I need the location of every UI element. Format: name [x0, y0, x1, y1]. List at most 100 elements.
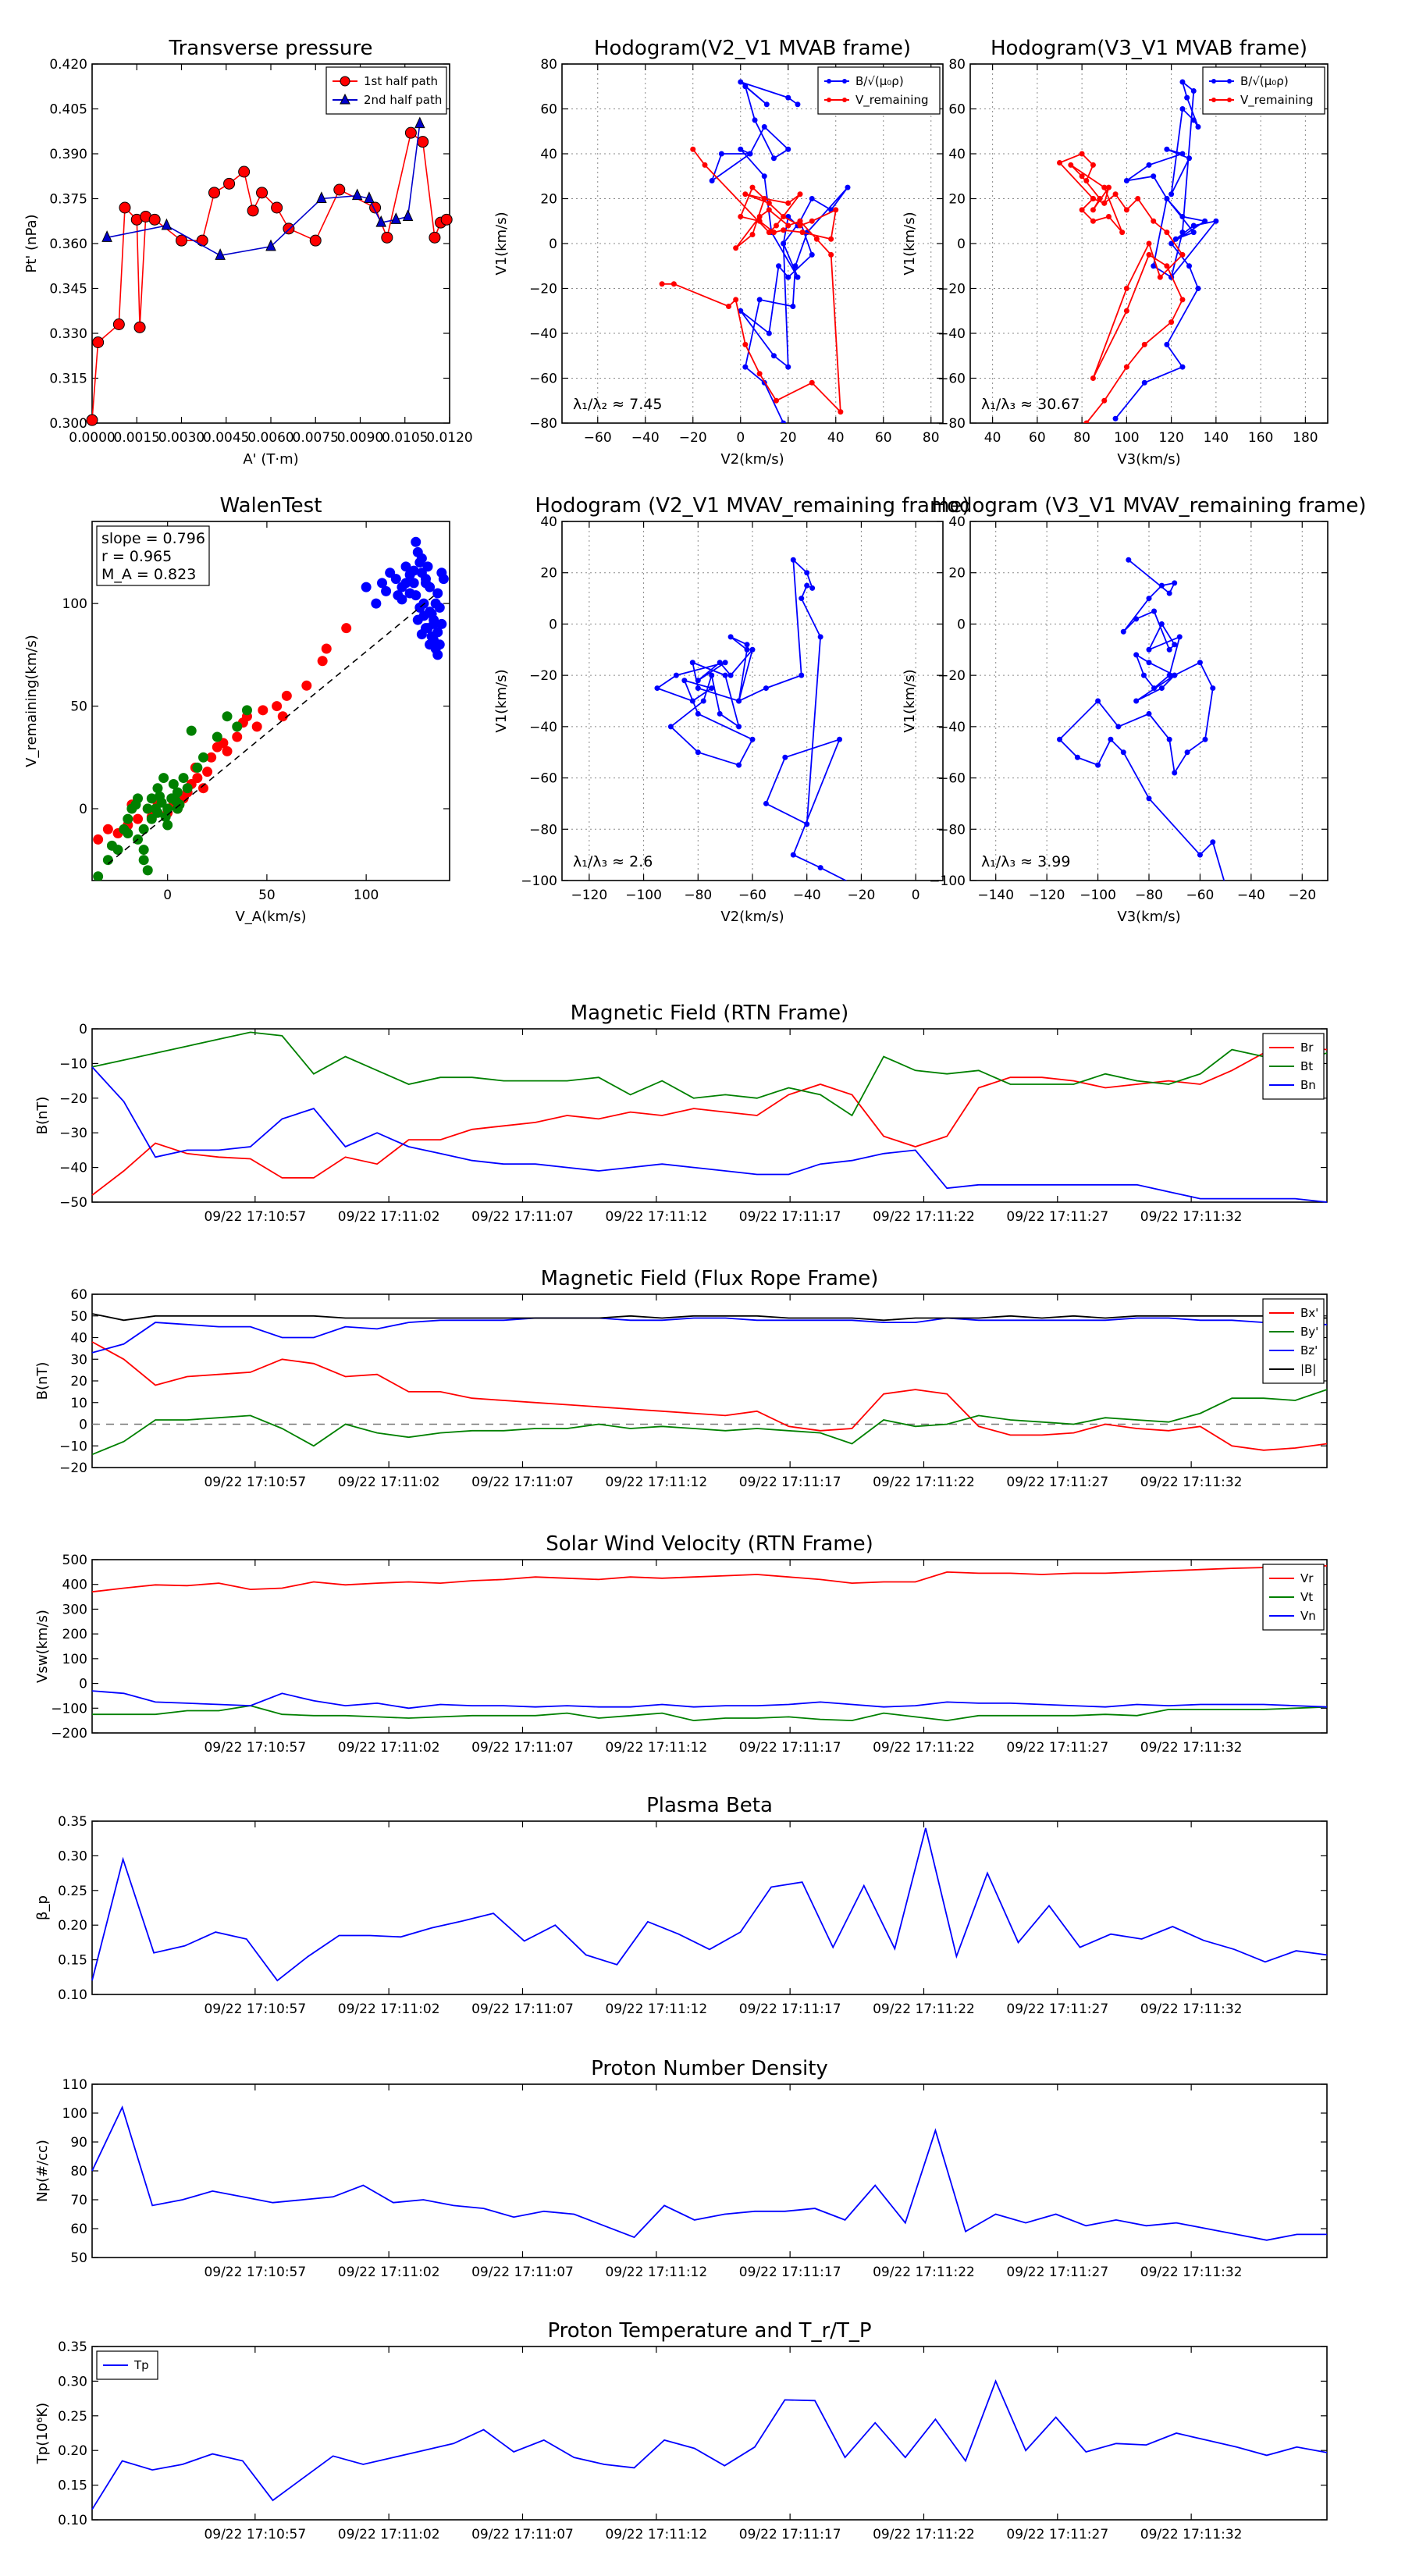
data-point: [381, 585, 392, 596]
data-point: [781, 420, 787, 423]
series-line-Br: [91, 1045, 1328, 1196]
series-line-By: [91, 1389, 1328, 1456]
data-point: [1179, 151, 1186, 157]
data-point: [695, 710, 701, 717]
series-path: [654, 557, 848, 881]
data-point: [1120, 628, 1126, 635]
x-tick-label: −140: [977, 888, 1014, 903]
data-point: [390, 574, 401, 585]
data-point: [400, 578, 411, 589]
data-point: [756, 371, 763, 377]
data-point: [744, 646, 750, 653]
x-tick-label: 09/22 17:11:27: [1006, 1740, 1108, 1756]
data-point: [795, 101, 801, 108]
x-tick-label: 09/22 17:11:12: [605, 1740, 707, 1756]
x-tick-label: 0.0000: [69, 430, 115, 446]
x-tick-label: 0.0045: [203, 430, 249, 446]
data-point: [1195, 286, 1201, 291]
data-point: [1164, 196, 1170, 201]
x-axis-label: V2(km/s): [720, 909, 784, 925]
chart-title: Magnetic Field (RTN Frame): [571, 1002, 849, 1025]
legend-label: |B|: [1300, 1362, 1316, 1376]
data-point: [749, 646, 756, 653]
data-point: [828, 236, 834, 242]
data-point: [1179, 364, 1186, 370]
x-tick-label: −100: [1080, 888, 1116, 903]
y-tick-label: 200: [62, 1627, 87, 1642]
legend-marker: [827, 98, 831, 102]
x-tick-label: 100: [354, 888, 379, 903]
legend-label: Tp: [133, 2358, 149, 2372]
data-point: [1090, 196, 1096, 201]
data-point: [782, 754, 788, 760]
data-point: [756, 214, 763, 219]
data-point: [797, 218, 803, 224]
data-point: [673, 672, 679, 678]
x-tick-label: 80: [923, 430, 940, 446]
y-tick-label: 40: [540, 147, 557, 162]
x-tick-label: 09/22 17:11:12: [605, 1475, 707, 1490]
data-point: [1079, 151, 1085, 157]
data-point: [702, 162, 708, 168]
data-point: [212, 731, 222, 742]
data-point: [1146, 251, 1152, 258]
chart-title: Solar Wind Velocity (RTN Frame): [546, 1532, 873, 1556]
data-point: [251, 721, 262, 732]
y-tick-label: 0: [79, 802, 87, 817]
legend-marker: [827, 79, 831, 84]
x-tick-label: −60: [1186, 888, 1214, 903]
plot-frame: [91, 1820, 1328, 1995]
data-point: [155, 791, 165, 802]
x-tick-label: −80: [684, 888, 712, 903]
data-point: [133, 321, 146, 333]
data-point: [733, 245, 739, 251]
data-point: [1190, 229, 1197, 236]
series-path: [1057, 151, 1186, 423]
x-tick-label: 09/22 17:11:17: [739, 2001, 841, 2017]
x-tick-label: 50: [258, 888, 276, 903]
legend-label: Bn: [1300, 1078, 1316, 1092]
data-point: [1186, 155, 1193, 162]
x-tick-label: 09/22 17:11:07: [471, 2001, 574, 2017]
data-point: [1179, 79, 1186, 85]
data-point: [809, 251, 815, 258]
data-point: [1168, 240, 1175, 247]
chart-title: Hodogram (V3_V1 MVAV_remaining frame): [932, 494, 1367, 518]
data-point: [1095, 698, 1101, 704]
x-tick-label: 09/22 17:11:07: [471, 2527, 574, 2542]
series-path: [709, 79, 851, 423]
data-point: [1146, 596, 1152, 602]
data-point: [761, 196, 767, 201]
data-point: [1197, 660, 1203, 666]
x-tick-label: −80: [1135, 888, 1163, 903]
data-point: [432, 588, 443, 599]
x-axis-label: V2(km/s): [720, 451, 784, 468]
y-tick-label: 100: [62, 2106, 87, 2122]
data-point: [429, 231, 441, 244]
series-line-Bt: [91, 1031, 1328, 1117]
data-point: [763, 101, 770, 108]
series-line-Bz: [91, 1317, 1327, 1354]
data-point: [1146, 240, 1152, 247]
data-point: [804, 821, 810, 827]
data-point: [1095, 762, 1101, 768]
y-tick-label: 0.35: [58, 1814, 87, 1830]
data-point: [1057, 736, 1062, 742]
y-tick-label: 0.345: [49, 282, 87, 297]
data-point: [1135, 196, 1141, 201]
series-line: [91, 131, 447, 421]
data-point: [333, 183, 346, 196]
series-line-Np: [91, 2105, 1327, 2241]
data-point: [1172, 770, 1178, 776]
x-axis-label: A' (T·m): [243, 451, 298, 468]
data-point: [770, 229, 777, 236]
data-point: [1151, 173, 1157, 180]
y-tick-label: 90: [70, 2135, 87, 2151]
y-tick-label: 300: [62, 1602, 87, 1617]
x-tick-label: 09/22 17:10:57: [204, 2001, 306, 2017]
data-point: [717, 660, 723, 666]
series-path: [659, 146, 844, 415]
y-tick-label: −60: [529, 771, 557, 787]
y-tick-label: 0: [549, 617, 557, 632]
